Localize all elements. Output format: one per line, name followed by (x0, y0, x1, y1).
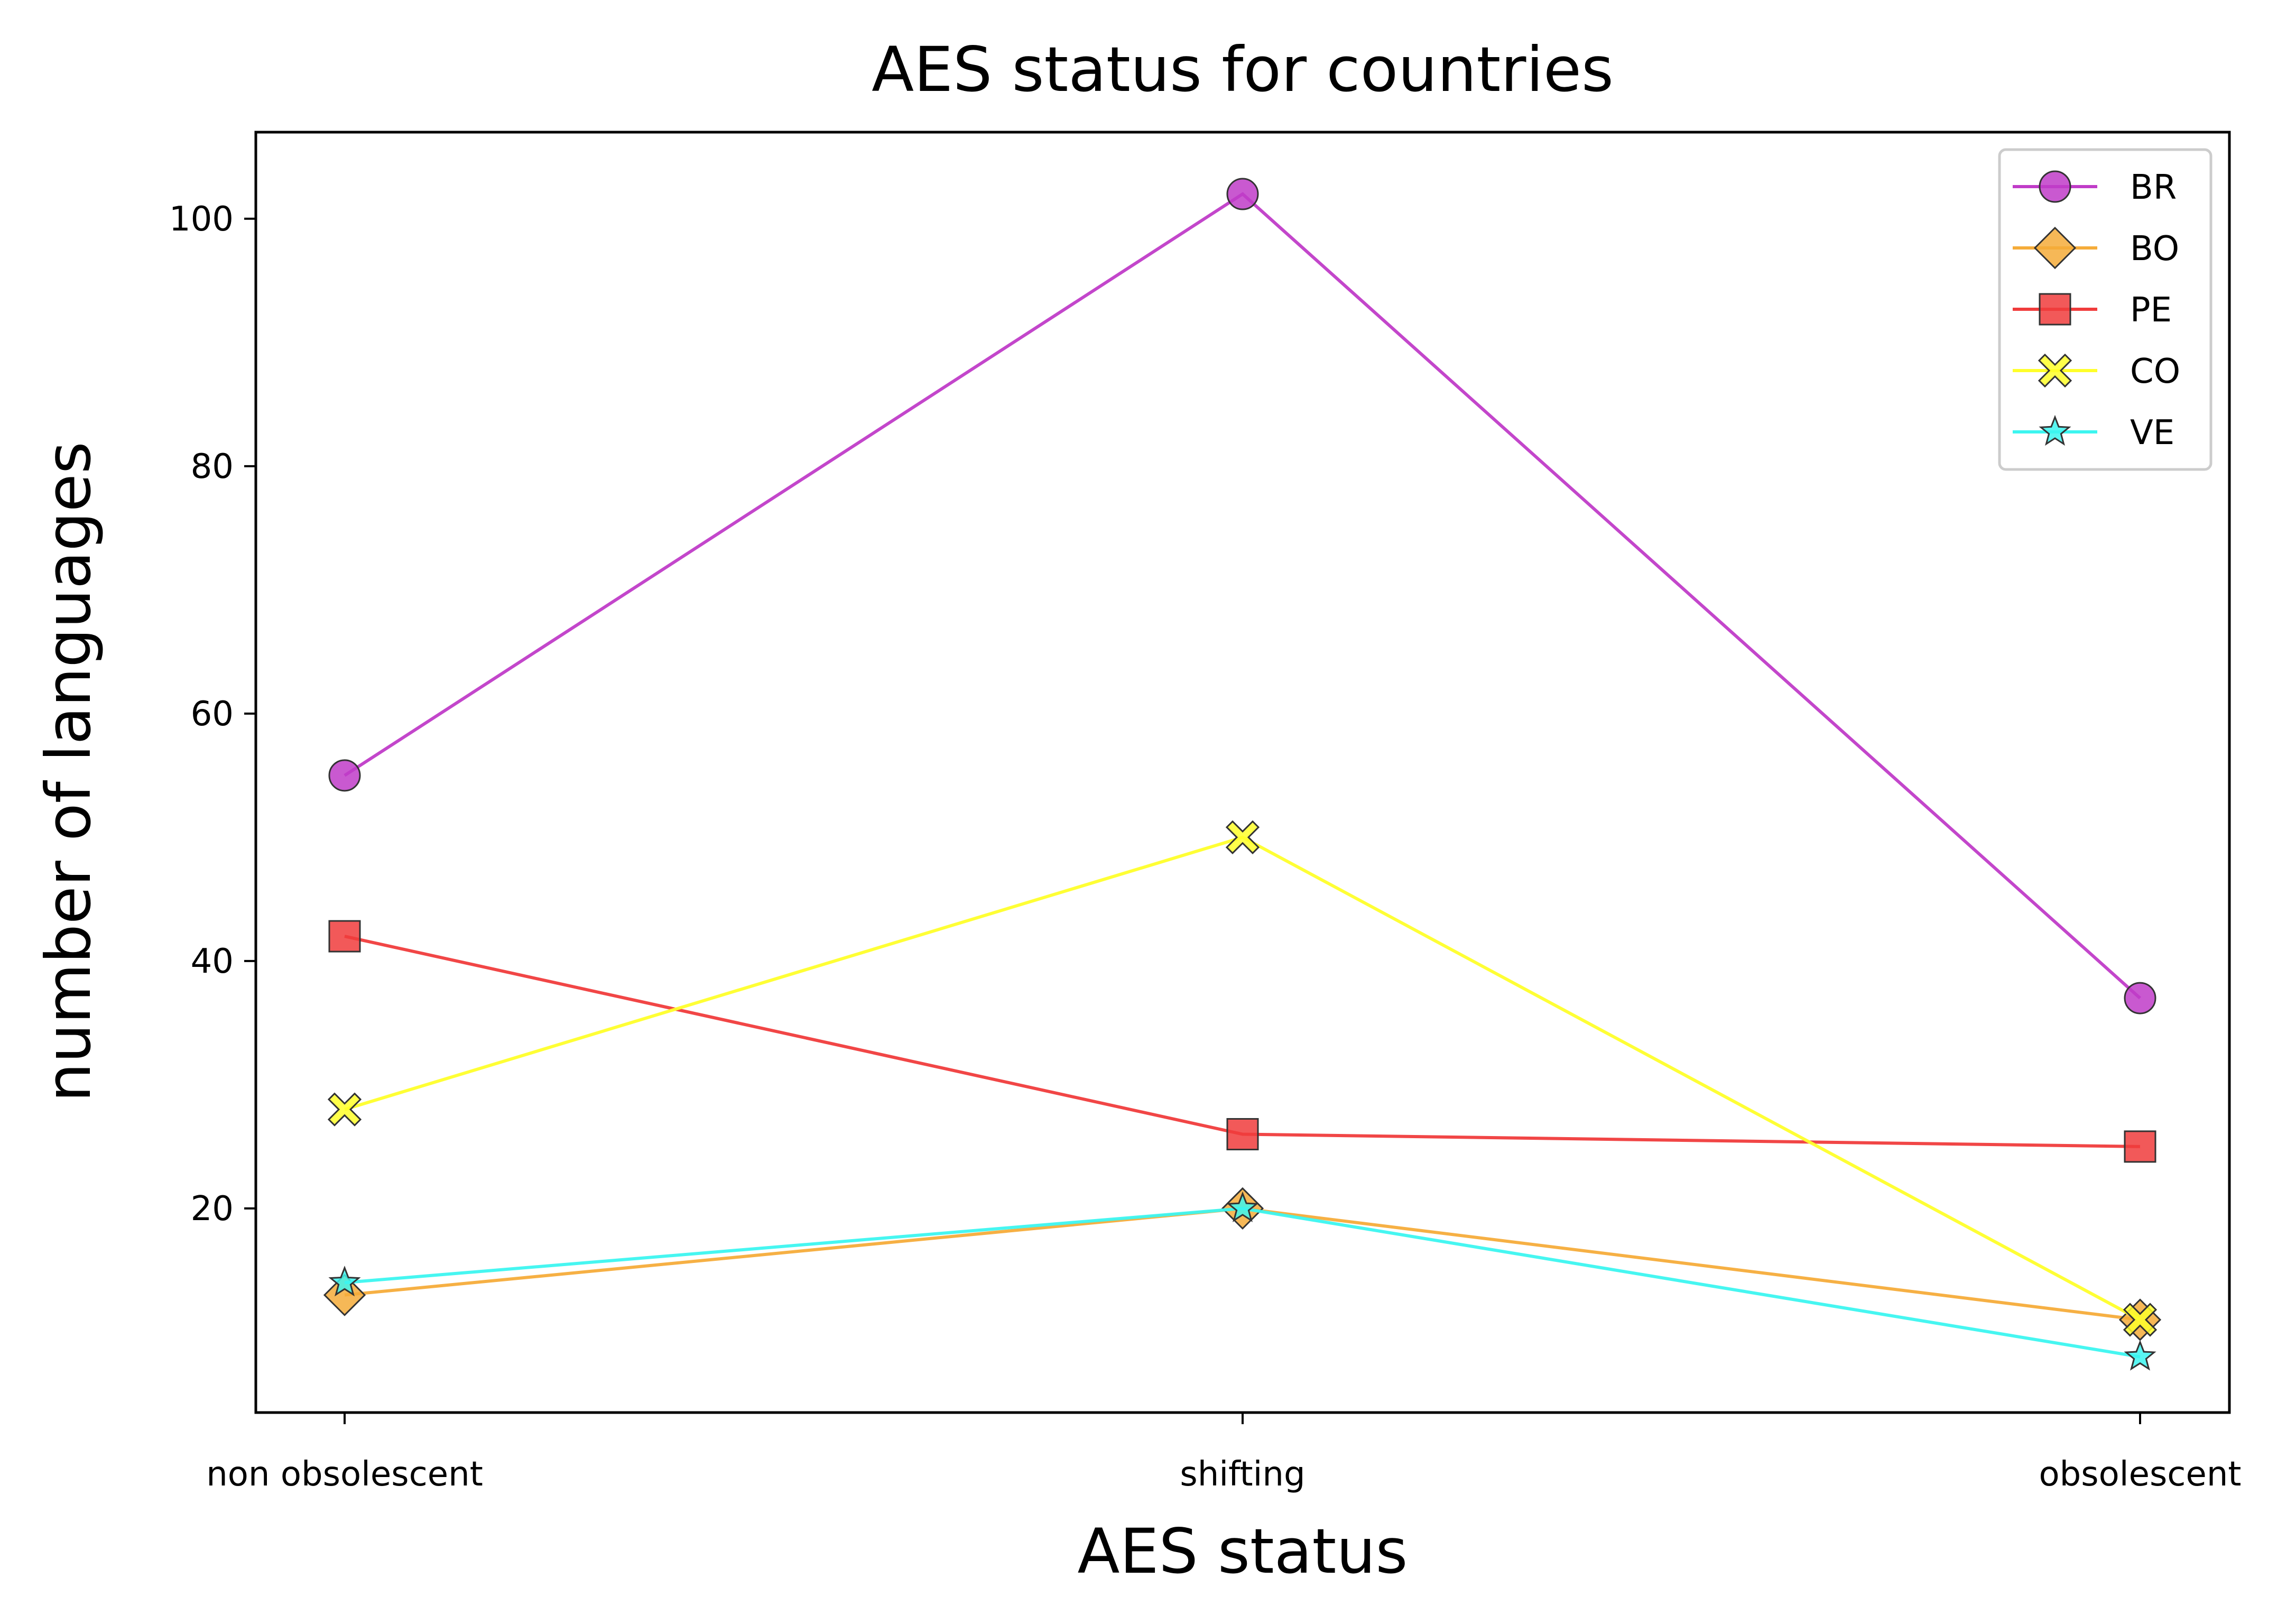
y-tick-label: 40 (191, 942, 234, 981)
data-point-ve-1 (1226, 1191, 1259, 1222)
legend-marker (2033, 226, 2077, 270)
legend: BR BO PE CO VE (1998, 148, 2212, 471)
legend-marker (2039, 414, 2071, 446)
x-axis-label: AES status (1078, 1515, 1408, 1588)
plot-frame (254, 131, 2231, 1414)
x-tick-label: non obsolescent (206, 1455, 483, 1494)
legend-label: BR (2130, 168, 2177, 207)
y-tick-label: 20 (191, 1189, 234, 1229)
y-axis-label: number of languages (32, 441, 105, 1102)
legend-label: VE (2130, 413, 2174, 453)
series-pe (328, 920, 2156, 1163)
chart-title: AES status for countries (872, 33, 1614, 106)
data-point-co-2 (2123, 1303, 2158, 1337)
data-point-co-0 (327, 1092, 362, 1127)
legend-label: PE (2130, 291, 2172, 330)
data-point-br-1 (1226, 178, 1259, 210)
data-point-pe-0 (328, 920, 361, 953)
data-point-pe-1 (1226, 1118, 1259, 1150)
series-br (328, 178, 2156, 1014)
data-point-pe-2 (2124, 1130, 2156, 1163)
series-co (327, 820, 2158, 1337)
data-point-bo-0 (323, 1274, 366, 1316)
legend-marker (2039, 170, 2071, 203)
plot-area (323, 178, 2162, 1371)
data-point-br-0 (328, 759, 361, 792)
series-ve (328, 1191, 2156, 1371)
legend-label: CO (2130, 352, 2180, 391)
y-tick-label: 100 (169, 200, 234, 239)
legend-marker (2039, 293, 2071, 326)
data-point-ve-2 (2124, 1340, 2156, 1371)
data-point-br-2 (2124, 982, 2156, 1014)
x-axis-ticks: non obsolescent shifting obsolescent (206, 1413, 2242, 1494)
y-tick-label: 60 (191, 695, 234, 734)
legend-label: BO (2130, 229, 2179, 269)
x-tick-label: shifting (1180, 1455, 1305, 1494)
legend-entry-bo: BO (2013, 226, 2179, 270)
legend-entry-pe: PE (2013, 291, 2172, 330)
legend-marker (2038, 353, 2072, 388)
y-tick-label: 80 (191, 447, 234, 486)
data-point-ve-0 (328, 1266, 361, 1297)
y-axis-ticks: 20 40 60 80 100 (169, 200, 256, 1229)
legend-entry-co: CO (2013, 352, 2180, 391)
legend-entry-ve: VE (2013, 413, 2174, 453)
legend-entry-br: BR (2013, 168, 2177, 207)
x-tick-label: obsolescent (2039, 1455, 2242, 1494)
data-point-co-1 (1225, 820, 1260, 854)
